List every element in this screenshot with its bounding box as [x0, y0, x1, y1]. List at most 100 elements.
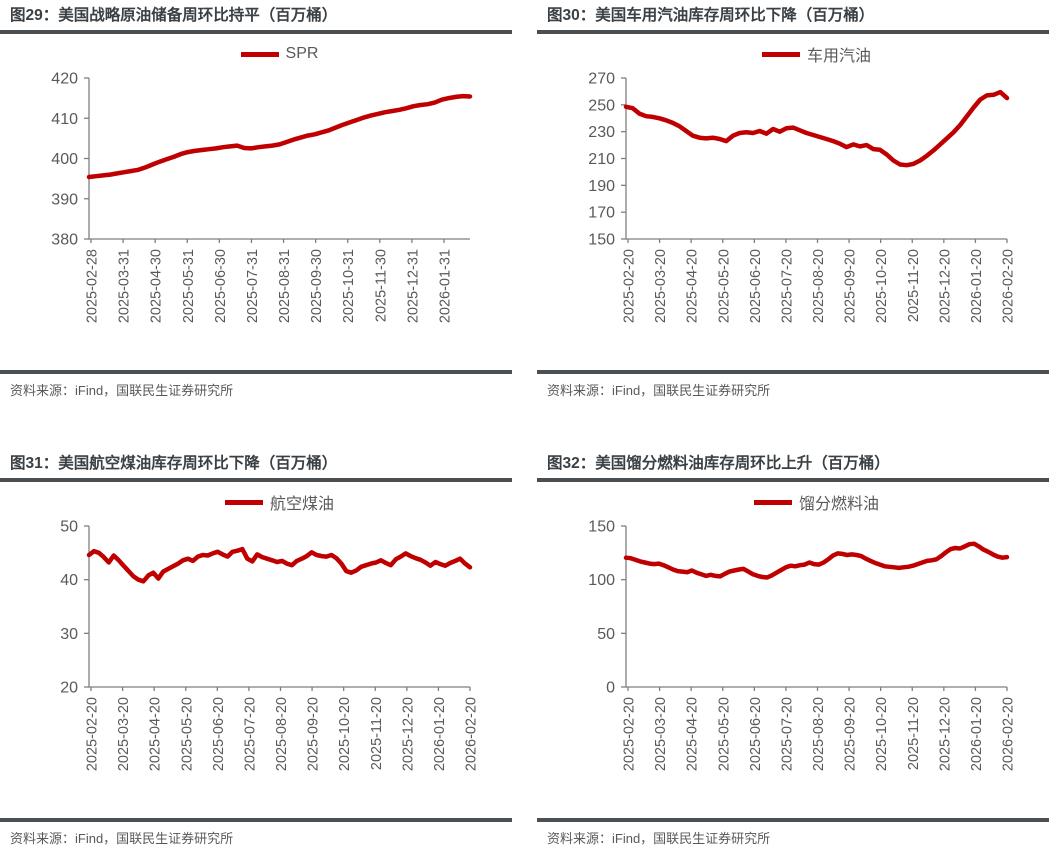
- x-tick-label: 2025-05-20: [179, 697, 195, 771]
- legend-line-swatch-icon: [224, 499, 263, 505]
- series-line: [623, 541, 1010, 580]
- x-tick-label: 2025-08-31: [277, 249, 293, 323]
- x-tick-label: 2025-06-20: [748, 249, 764, 323]
- x-tick-label: 2025-05-20: [716, 249, 732, 323]
- x-tick-label: 2025-12-20: [400, 697, 416, 771]
- bottom-divider: [0, 370, 512, 374]
- bottom-divider: [537, 818, 1049, 822]
- x-tick-label: 2025-04-30: [149, 249, 165, 323]
- y-tick-label: 270: [588, 71, 615, 88]
- y-tick-label: 150: [588, 232, 615, 249]
- legend: SPR: [89, 43, 470, 65]
- line-chart-svg: 20 30 40 50 2025-02-20 2025-03-20 2025-04-20 20…: [60, 519, 479, 772]
- legend: 航空煤油: [89, 491, 470, 513]
- figure-29-title: 图29：美国战略原油储备周环比持平（百万桶）: [10, 7, 338, 24]
- legend-label: 馏分燃料油: [798, 496, 879, 513]
- y-tick-label: 100: [588, 572, 615, 589]
- x-tick-label: 2026-01-31: [438, 249, 454, 323]
- line-chart-svg: 0 50 100 150 2025-02-20 2025-03-20 2025-04-20 2…: [588, 519, 1016, 772]
- x-tick-label: 2025-03-20: [116, 697, 132, 771]
- title-divider: [0, 30, 512, 34]
- y-tick-label: 40: [60, 572, 78, 589]
- y-tick-label: 150: [588, 519, 615, 536]
- x-tick-label: 2025-06-20: [211, 697, 227, 771]
- legend: 馏分燃料油: [626, 491, 1007, 513]
- x-tick-label: 2025-08-20: [811, 697, 827, 771]
- figure-29-chart: SPR 380 390 400 410 420 2025-02-28 2025-03-31 2…: [0, 34, 512, 370]
- legend-line-swatch-icon: [761, 51, 800, 57]
- x-tick-label: 2025-09-30: [309, 249, 325, 323]
- figure-31-panel: 图31：美国航空煤油库存周环比下降（百万桶） 航空煤油 20 30 40 50 2025…: [0, 448, 512, 847]
- y-tick-label: 410: [51, 111, 78, 128]
- x-tick-label: 2025-04-20: [685, 249, 701, 323]
- x-tick-label: 2025-03-20: [653, 249, 669, 323]
- y-tick-label: 0: [606, 680, 615, 697]
- series-line: [86, 546, 473, 584]
- legend-label: SPR: [285, 45, 319, 62]
- x-tick-label: 2025-11-20: [906, 249, 922, 322]
- x-tick-label: 2025-03-20: [653, 697, 669, 771]
- x-tick-label: 2026-01-20: [969, 249, 985, 323]
- x-tick-label: 2025-07-20: [779, 697, 795, 771]
- line-chart-svg: 150 170 190 210 230 250 270 2025-02-20 2025-03-2…: [588, 71, 1017, 324]
- legend-line-swatch-icon: [753, 499, 792, 505]
- y-tick-label: 210: [588, 151, 615, 168]
- source-note: 资料来源：iFind，国联民生证券研究所: [547, 831, 771, 846]
- bottom-divider: [537, 370, 1049, 374]
- x-tick-label: 2025-11-20: [906, 697, 922, 770]
- bottom-divider: [0, 818, 512, 822]
- x-tick-label: 2025-11-20: [369, 697, 385, 770]
- y-tick-label: 50: [60, 519, 78, 536]
- source-note: 资料来源：iFind，国联民生证券研究所: [10, 831, 234, 846]
- y-tick-label: 20: [60, 680, 78, 697]
- y-tick-label: 50: [597, 626, 615, 643]
- x-tick-label: 2025-06-30: [213, 249, 229, 323]
- x-tick-label: 2025-10-20: [337, 697, 353, 771]
- y-tick-label: 380: [51, 232, 78, 249]
- y-tick-label: 420: [51, 71, 78, 88]
- x-tick-label: 2025-08-20: [274, 697, 290, 771]
- figure-29-panel: 图29：美国战略原油储备周环比持平（百万桶） SPR 380 390 400 410 4…: [0, 0, 512, 399]
- axis-line: [88, 526, 470, 688]
- axis-line: [88, 78, 470, 240]
- figure-31-title: 图31：美国航空煤油库存周环比下降（百万桶）: [10, 455, 338, 472]
- line-chart-svg: 380 390 400 410 420 2025-02-28 2025-03-31 2025-…: [51, 71, 473, 323]
- x-tick-label: 2025-03-31: [117, 249, 133, 323]
- x-tick-label: 2025-10-20: [874, 697, 890, 771]
- series-line: [623, 89, 1010, 168]
- x-tick-label: 2025-09-20: [843, 697, 859, 771]
- x-tick-label: 2026-01-20: [969, 697, 985, 771]
- x-tick-label: 2025-12-20: [937, 249, 953, 323]
- x-tick-label: 2025-05-20: [716, 697, 732, 771]
- figure-32-chart: 馏分燃料油 0 50 100 150 2025-02-20 2025-03-20 2025-…: [537, 482, 1049, 818]
- title-divider: [537, 478, 1049, 482]
- y-tick-label: 170: [588, 205, 615, 222]
- figure-32-title: 图32：美国馏分燃料油库存周环比上升（百万桶）: [547, 455, 890, 472]
- x-tick-label: 2025-07-20: [242, 697, 258, 771]
- y-tick-label: 390: [51, 191, 78, 208]
- legend-label: 航空煤油: [269, 496, 334, 513]
- axis-line: [625, 78, 1007, 240]
- x-tick-label: 2025-02-20: [622, 697, 638, 771]
- x-tick-label: 2025-02-20: [622, 249, 638, 323]
- figure-30-chart: 车用汽油 150 170 190 210 230 250 270 2025-02-20 2025…: [537, 34, 1049, 370]
- x-tick-label: 2025-05-31: [181, 249, 197, 323]
- x-tick-label: 2026-02-20: [1001, 249, 1017, 323]
- x-tick-label: 2025-10-20: [874, 249, 890, 323]
- figure-30-title: 图30：美国车用汽油库存周环比下降（百万桶）: [547, 7, 875, 24]
- x-tick-label: 2025-07-31: [245, 249, 261, 323]
- x-tick-label: 2025-09-20: [306, 697, 322, 771]
- y-tick-label: 230: [588, 124, 615, 141]
- x-tick-label: 2025-12-20: [937, 697, 953, 771]
- x-tick-label: 2026-01-20: [432, 697, 448, 771]
- x-tick-label: 2025-09-20: [843, 249, 859, 323]
- x-tick-label: 2025-02-28: [85, 249, 101, 323]
- x-tick-label: 2025-10-31: [341, 249, 357, 323]
- y-tick-label: 250: [588, 97, 615, 114]
- figure-30-panel: 图30：美国车用汽油库存周环比下降（百万桶） 车用汽油 150 170 190 210…: [537, 0, 1049, 399]
- x-tick-label: 2025-02-20: [85, 697, 101, 771]
- x-tick-label: 2025-04-20: [685, 697, 701, 771]
- legend: 车用汽油: [626, 43, 1007, 65]
- title-divider: [0, 478, 512, 482]
- x-tick-label: 2025-12-31: [405, 249, 421, 323]
